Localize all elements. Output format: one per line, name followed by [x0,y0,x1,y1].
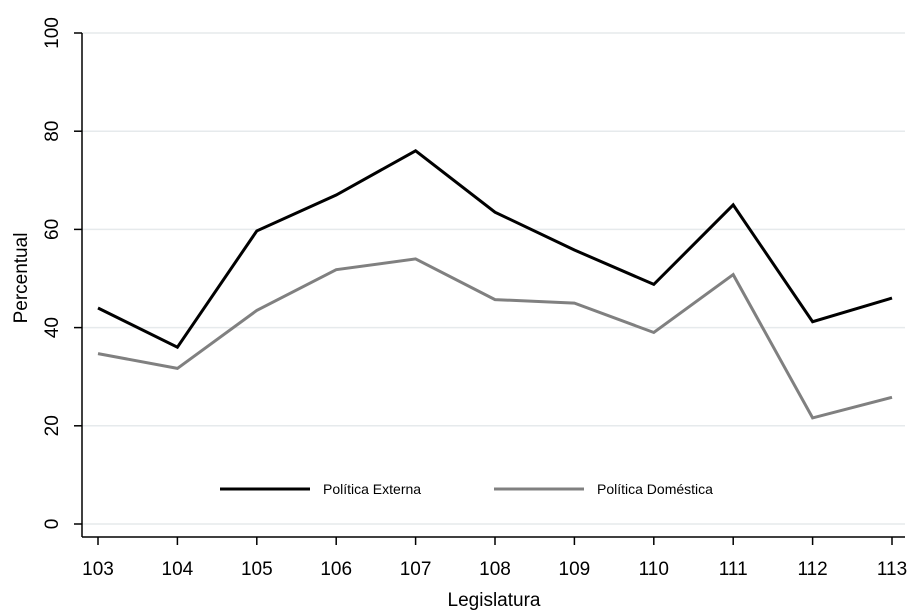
x-tick-label: 105 [241,559,273,580]
legend-label-politica-externa: Política Externa [323,481,421,497]
y-tick-label: 100 [42,17,63,49]
x-axis-title: Legislatura [448,590,541,611]
legend-label-politica-domestica: Política Doméstica [597,481,713,497]
x-tick-label: 109 [559,559,591,580]
y-tick-label: 60 [42,219,63,240]
x-tick-label: 104 [162,559,194,580]
x-tick-label: 111 [719,559,748,580]
x-tick-label: 106 [320,559,352,580]
x-tick-label: 113 [877,559,907,580]
y-tick-label: 40 [42,317,63,338]
x-tick-label: 107 [400,559,432,580]
y-tick-label: 0 [42,519,63,530]
y-tick-label: 80 [42,121,63,142]
x-tick-label: 110 [639,559,669,580]
x-tick-label: 108 [479,559,511,580]
x-tick-label: 112 [797,559,827,580]
y-tick-label: 20 [42,415,63,436]
y-axis-title: Percentual [11,233,32,324]
x-tick-label: 103 [82,559,114,580]
